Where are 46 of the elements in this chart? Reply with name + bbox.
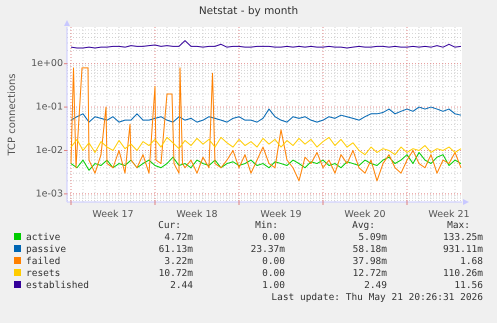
text: Last update: Thu May 21 20:26:31 2026 — [271, 292, 484, 303]
text: 10.72m — [158, 268, 194, 279]
text: 0.00 — [262, 256, 286, 267]
line-series — [70, 40, 462, 48]
text: 11.56 — [454, 280, 484, 291]
x-tick-label: Week 19 — [260, 209, 302, 220]
line-series — [70, 152, 462, 171]
text: Max: — [447, 220, 470, 231]
y-axis-title: TCP connections — [7, 73, 18, 157]
y-tick-label: 1e-02 — [36, 144, 63, 156]
line-series — [70, 106, 462, 123]
text: 23.37m — [250, 244, 286, 255]
text: Avg: — [352, 220, 375, 231]
text: Min: — [255, 220, 278, 231]
text: 0.00 — [262, 268, 286, 279]
text: 58.18m — [352, 244, 388, 255]
x-tick-label: Week 21 — [428, 209, 470, 220]
legend-label: established — [26, 280, 89, 291]
line-series — [70, 67, 462, 182]
text: 4.72m — [164, 232, 194, 243]
text: 110.26m — [442, 268, 484, 279]
text: 5.09m — [358, 232, 388, 243]
text: 3.22m — [164, 256, 194, 267]
text: 931.11m — [442, 244, 484, 255]
text: 1.68 — [460, 256, 484, 267]
text: 0.00 — [262, 232, 286, 243]
text: 2.49 — [364, 280, 388, 291]
text: 1.00 — [262, 280, 286, 291]
text: 2.44 — [170, 280, 194, 291]
y-tick-label: 1e+00 — [31, 58, 63, 70]
text: 12.72m — [352, 268, 388, 279]
line-series — [70, 136, 462, 156]
x-tick-label: Week 20 — [344, 209, 386, 220]
y-tick-label: 1e-01 — [36, 102, 63, 113]
x-tick-label: Week 17 — [92, 209, 134, 220]
legend-label: active — [26, 232, 61, 243]
text: 61.13m — [158, 244, 194, 255]
legend-label: resets — [26, 268, 60, 279]
text: 37.98m — [352, 256, 388, 267]
x-tick-label: Week 18 — [176, 209, 218, 220]
chart-title: Netstat - by month — [198, 5, 298, 17]
legend-label: passive — [26, 244, 66, 255]
text: 133.25m — [442, 232, 484, 243]
y-tick-label: 1e-03 — [36, 188, 63, 200]
legend-label: failed — [26, 256, 60, 267]
text: Cur: — [158, 220, 181, 231]
